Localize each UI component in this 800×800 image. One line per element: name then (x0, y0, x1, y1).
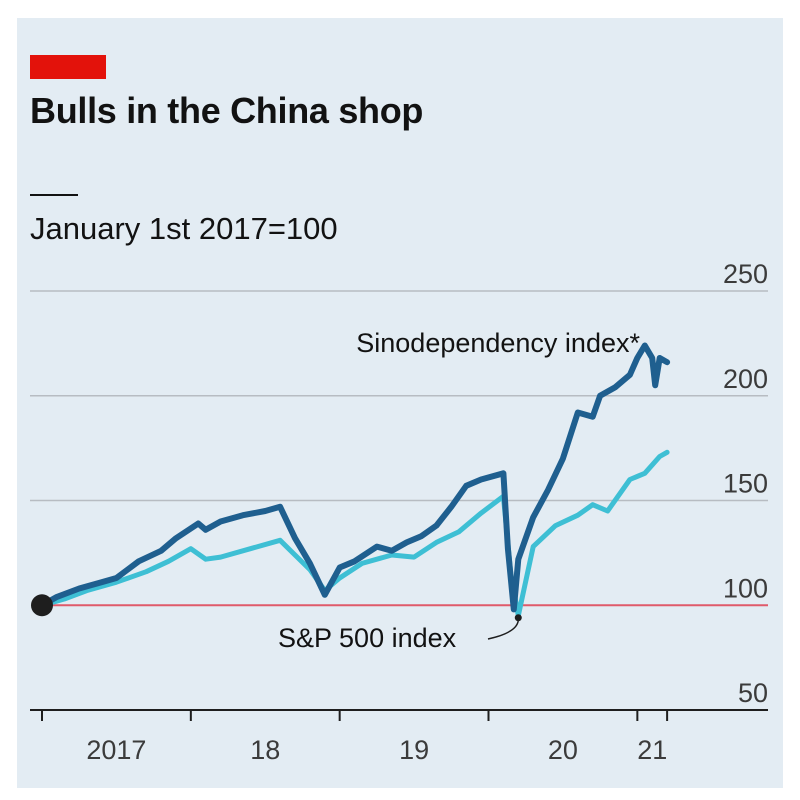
y-tick-label-200: 200 (723, 364, 768, 394)
y-tick-label-100: 100 (723, 573, 768, 603)
x-tick-label-19: 19 (399, 735, 429, 765)
chart-title: Bulls in the China shop (30, 90, 424, 131)
y-tick-label-150: 150 (723, 469, 768, 499)
chart-panel (17, 18, 783, 788)
sinodependency-label: Sinodependency index* (356, 328, 640, 358)
sp500-trough-dot (514, 614, 522, 622)
x-tick-label-18: 18 (250, 735, 280, 765)
x-tick-label-21: 21 (637, 735, 667, 765)
chart-subtitle: January 1st 2017=100 (30, 211, 338, 246)
sp500-leader-line (487, 617, 520, 640)
start-point-dot (31, 594, 53, 617)
x-tick-label-2017: 2017 (86, 735, 146, 765)
series-line-sinodependency (39, 342, 671, 613)
series-line-sp500 (39, 449, 670, 619)
subtitle-dash (30, 194, 78, 196)
sp500-label: S&P 500 index (278, 623, 457, 653)
y-tick-label-250: 250 (723, 259, 768, 289)
x-tick-label-20: 20 (548, 735, 578, 765)
brand-red-tag (30, 55, 106, 79)
y-tick-label-50: 50 (738, 678, 768, 708)
